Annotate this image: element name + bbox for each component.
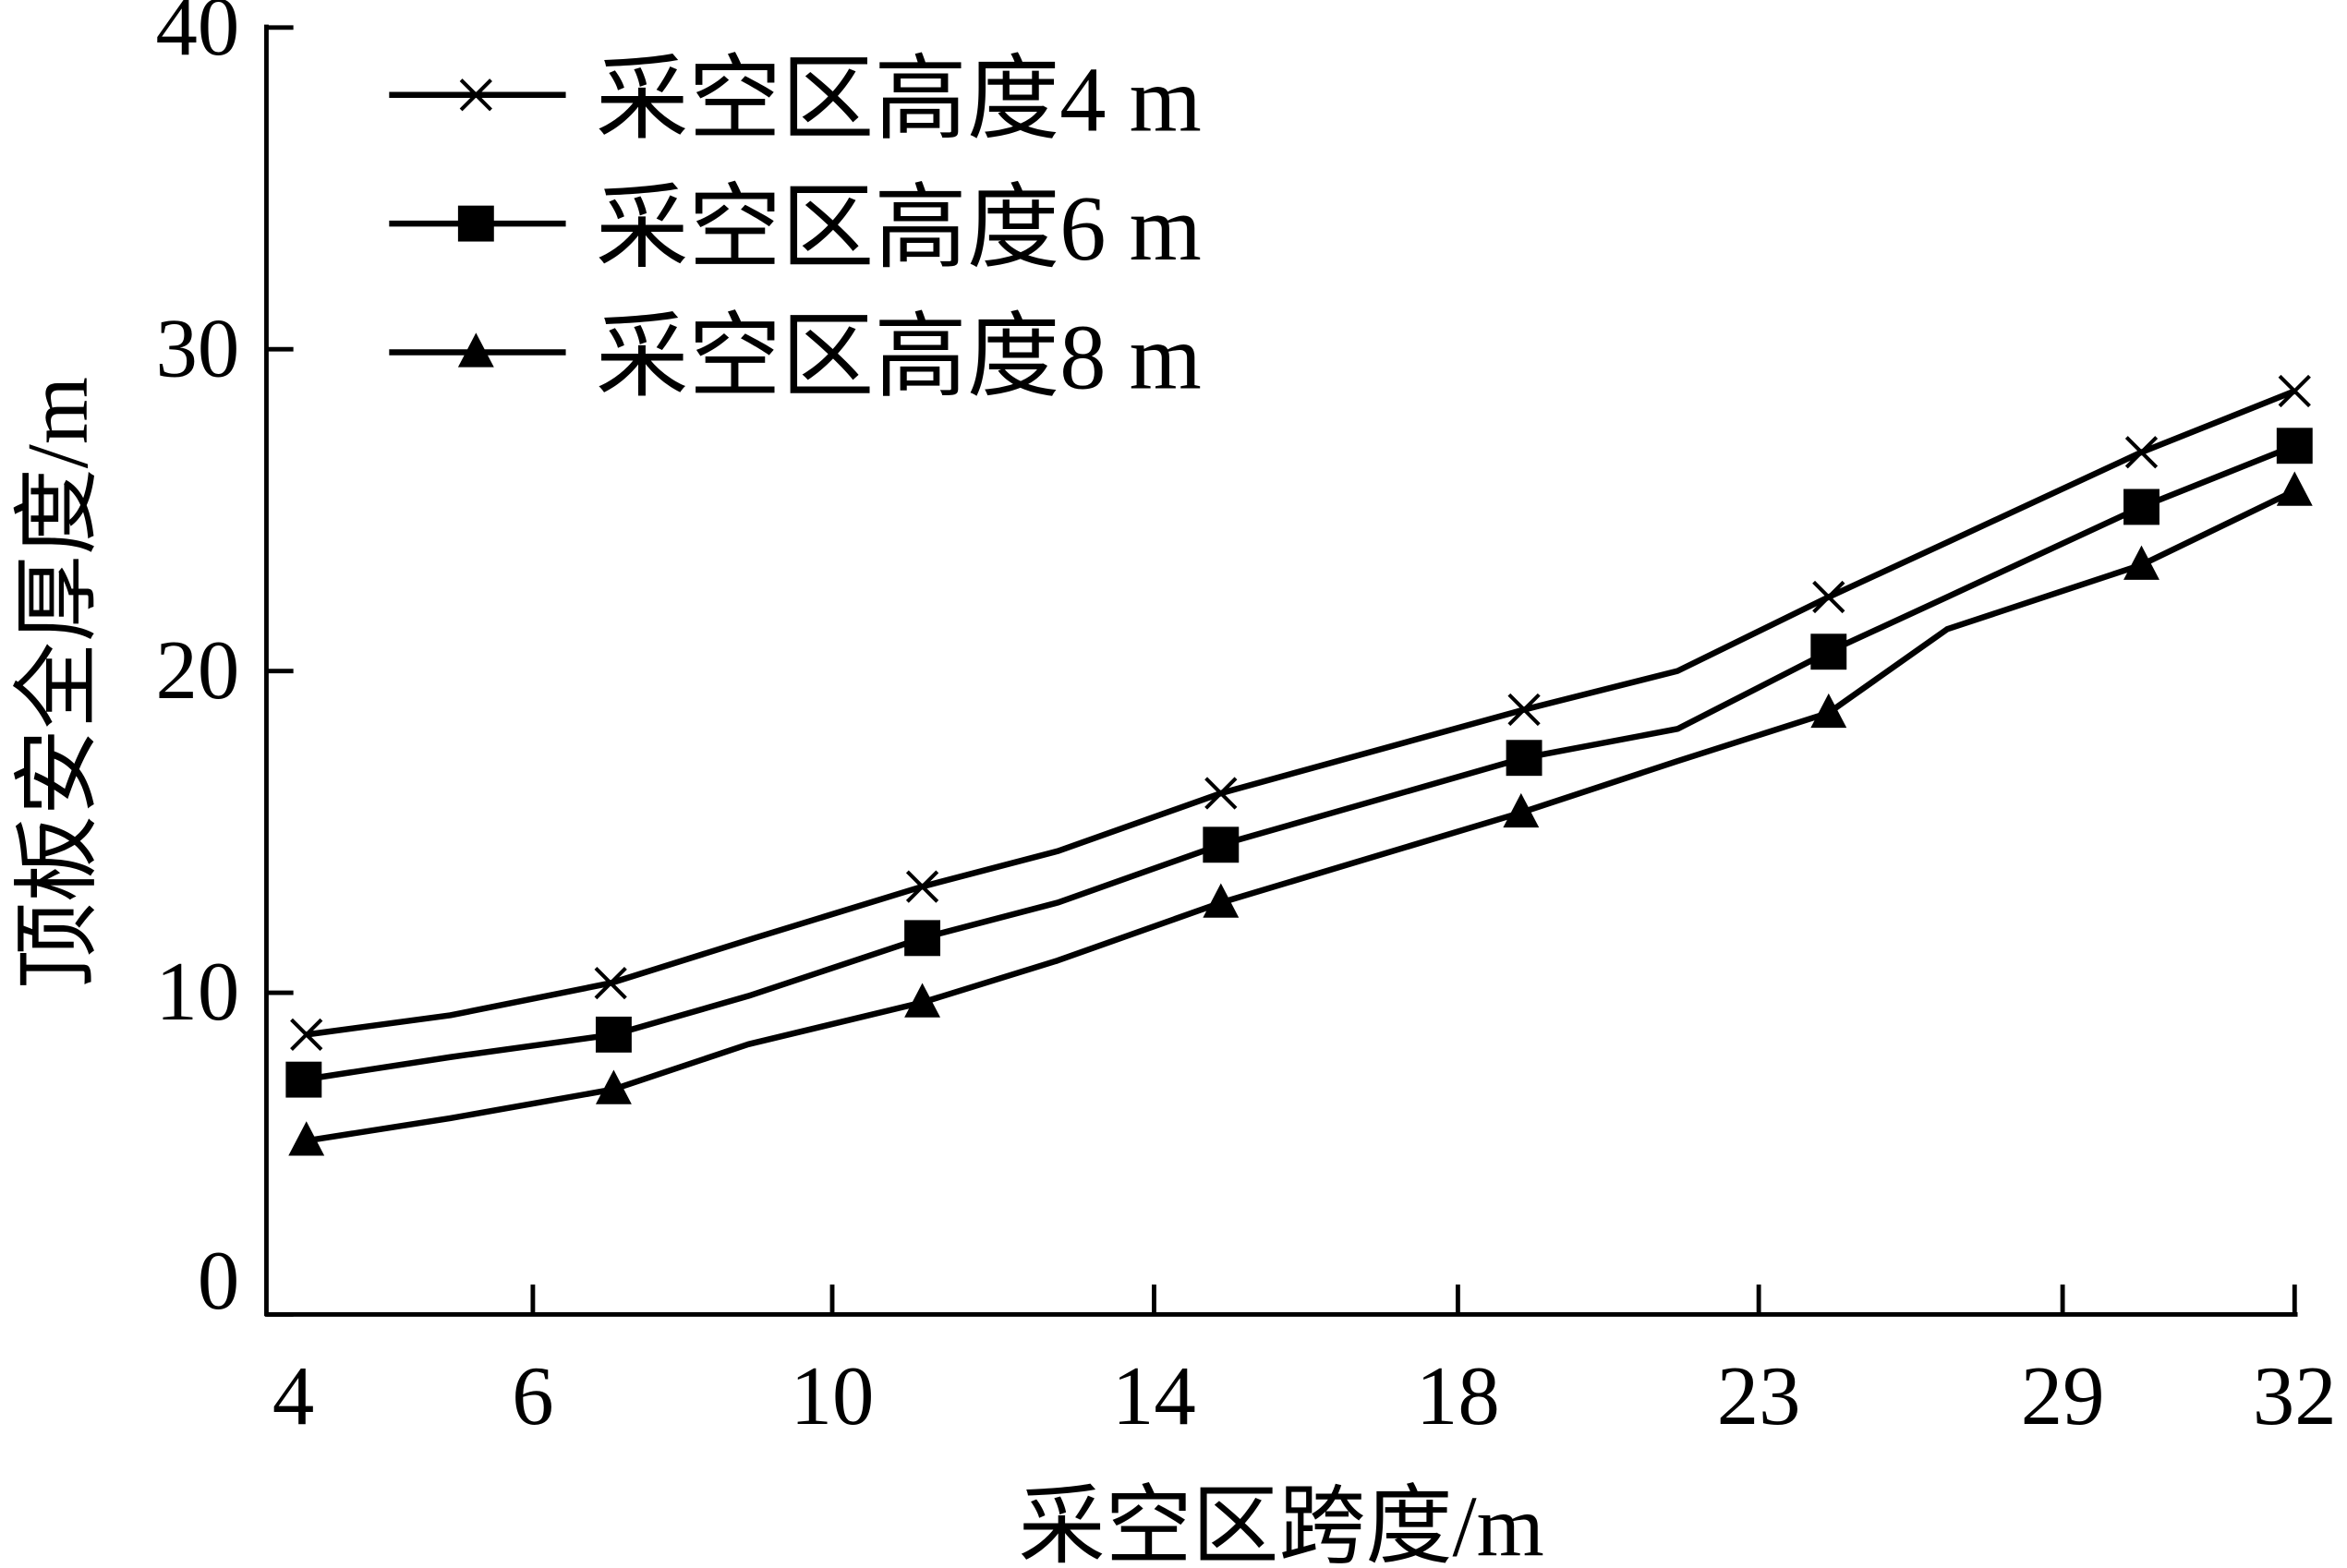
triangle-marker: [1810, 693, 1847, 729]
legend-label: 采空区高度4 m: [596, 48, 1202, 151]
legend-item: 采空区高度4 m: [389, 48, 1202, 151]
axes: [264, 24, 2298, 1317]
y-tick-label: 30: [156, 301, 240, 394]
triangle-marker: [2123, 545, 2159, 580]
y-tick-label: 40: [156, 0, 240, 73]
square-marker: [1810, 633, 1847, 670]
x-marker: [905, 870, 939, 903]
series-2: [285, 428, 2313, 1098]
x-tick-label: 14: [1112, 1349, 1196, 1442]
triangle-marker: [1503, 792, 1540, 828]
square-marker: [1506, 740, 1542, 777]
y-ticks: 0 10 20 30 40: [156, 0, 294, 1327]
legend-item: 采空区高度6 m: [389, 176, 1202, 280]
x-tick-label: 10: [791, 1349, 875, 1442]
triangle-marker: [595, 1069, 632, 1104]
square-marker: [2123, 488, 2159, 525]
x-marker: [290, 1018, 323, 1051]
square-marker: [1203, 826, 1240, 863]
x-marker: [1204, 777, 1238, 810]
x-tick-label: 4: [272, 1349, 314, 1442]
triangle-marker: [1203, 883, 1240, 918]
square-marker: [457, 205, 494, 242]
legend-item: 采空区高度8 m: [389, 305, 1202, 408]
square-marker: [285, 1061, 322, 1098]
x-ticks: 4 6 10 14 18 23 29 32: [272, 1285, 2337, 1442]
square-marker: [595, 1016, 632, 1053]
legend: 采空区高度4 m 采空区高度6 m 采空区高度8 m: [389, 48, 1202, 408]
x-tick-label: 32: [2253, 1349, 2337, 1442]
legend-label: 采空区高度8 m: [596, 305, 1202, 408]
x-marker: [2278, 374, 2311, 408]
square-marker: [904, 920, 941, 957]
legend-label: 采空区高度6 m: [596, 176, 1202, 280]
triangle-marker: [288, 1121, 325, 1156]
series-1: [290, 374, 2311, 1051]
x-marker: [1812, 580, 1845, 614]
x-marker: [2124, 436, 2159, 469]
triangle-marker: [904, 983, 941, 1018]
x-marker: [459, 78, 492, 112]
series-group: [285, 374, 2313, 1156]
y-axis-label: 顶板安全厚度/m: [10, 377, 106, 989]
square-marker: [2276, 428, 2313, 464]
triangle-marker: [2276, 471, 2313, 506]
x-tick-label: 18: [1416, 1349, 1500, 1442]
x-axis-label: 采空区跨度/m: [1019, 1478, 1544, 1568]
x-tick-label: 29: [2021, 1349, 2105, 1442]
series-3: [288, 471, 2313, 1156]
y-tick-label: 20: [156, 623, 240, 717]
y-tick-label: 0: [198, 1234, 239, 1327]
triangle-marker: [457, 332, 494, 368]
x-marker: [1507, 693, 1541, 727]
series-line: [306, 388, 2296, 1038]
x-marker: [594, 966, 627, 1000]
x-tick-label: 6: [512, 1349, 553, 1442]
x-tick-label: 23: [1717, 1349, 1801, 1442]
y-tick-label: 10: [156, 945, 240, 1038]
